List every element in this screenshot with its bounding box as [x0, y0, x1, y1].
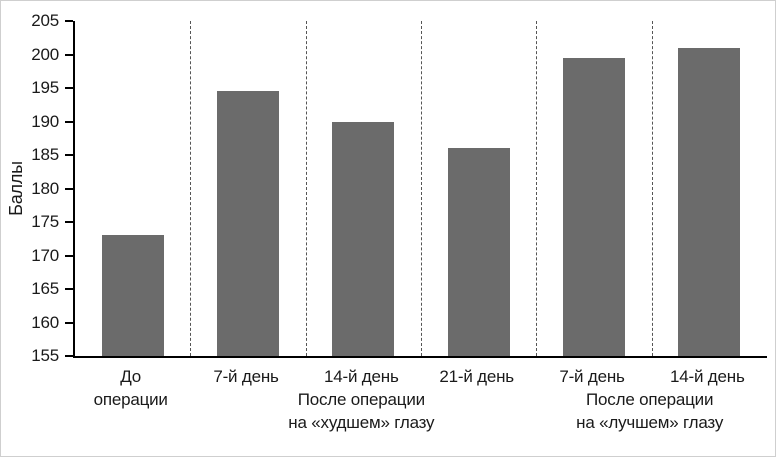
x-category-label: 14-й день — [670, 367, 745, 386]
y-tick-label: 205 — [31, 11, 59, 30]
y-tick-mark — [65, 254, 73, 257]
x-category-label: До операции — [93, 367, 168, 409]
y-tick-mark — [65, 87, 73, 89]
y-tick-label: 170 — [31, 245, 59, 265]
gridline — [536, 21, 538, 356]
y-tick-mark — [65, 20, 73, 22]
x-category-label: 7-й день — [213, 367, 279, 386]
bar — [332, 121, 395, 356]
y-tick-mark — [65, 154, 73, 156]
y-tick-mark — [65, 355, 73, 357]
x-category-label: 14-й день — [324, 367, 399, 386]
x-category-label: 7-й день — [559, 367, 625, 386]
y-tick-mark — [65, 321, 73, 324]
y-tick-mark — [65, 221, 73, 223]
gridline — [651, 21, 653, 356]
bar — [447, 148, 510, 356]
gridline — [421, 21, 422, 356]
bar — [101, 235, 164, 356]
y-tick-label: 175 — [31, 212, 59, 231]
plot-area — [73, 21, 767, 358]
y-tick-label: 195 — [31, 78, 59, 97]
y-tick-mark — [65, 187, 73, 190]
x-category-label: 21-й день — [439, 367, 514, 386]
y-tick-label: 180 — [31, 178, 59, 198]
y-tick-label: 155 — [31, 346, 59, 365]
y-tick-label: 165 — [31, 279, 59, 298]
y-tick-label: 185 — [31, 145, 59, 164]
y-tick-label: 200 — [31, 44, 59, 64]
x-group-label: После операции на «лучшем» глазу — [576, 390, 724, 432]
y-tick-mark — [65, 53, 73, 56]
y-tick-label: 190 — [31, 111, 59, 131]
y-tick-mark — [65, 120, 73, 123]
x-group-label: После операции на «худшем» глазу — [288, 390, 435, 432]
gridline — [190, 21, 192, 356]
bar — [563, 57, 625, 356]
y-tick-mark — [65, 288, 73, 290]
bar — [678, 47, 741, 356]
gridline — [305, 21, 307, 356]
bar — [217, 91, 279, 356]
y-tick-label: 160 — [31, 312, 59, 332]
